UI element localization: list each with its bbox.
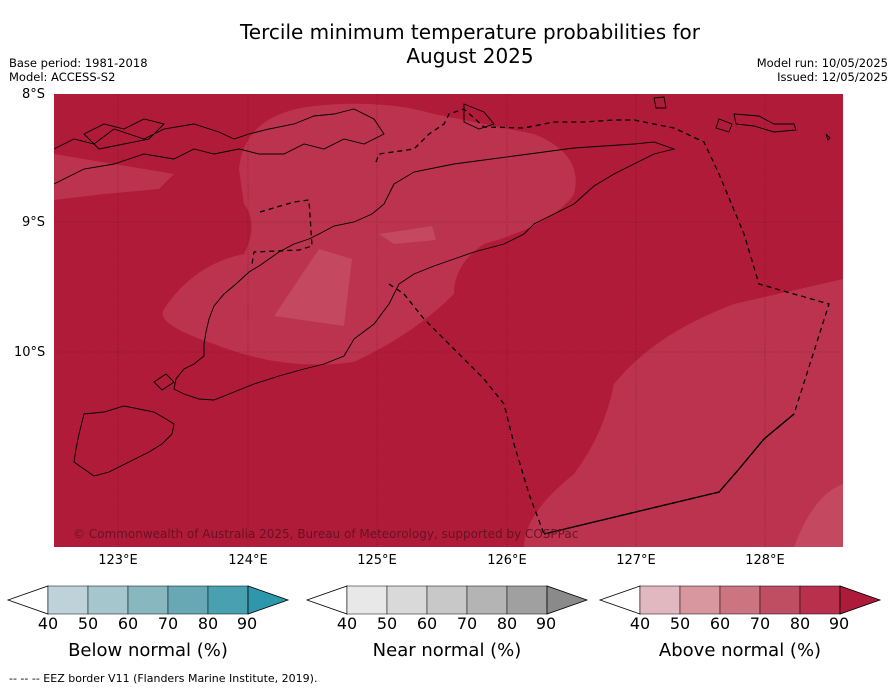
cb-near-tick: 60 bbox=[416, 614, 438, 633]
cb-below-tick: 60 bbox=[117, 614, 139, 633]
cb-below-segment bbox=[87, 585, 129, 615]
cb-near-segment bbox=[386, 585, 428, 615]
cb-near-tick: 80 bbox=[496, 614, 518, 633]
cb-above-tick: 80 bbox=[789, 614, 811, 633]
colorbar-below-title: Below normal (%) bbox=[68, 640, 228, 661]
meta-left: Base period: 1981-2018 Model: ACCESS-S2 bbox=[9, 56, 148, 84]
map-region-above-80-timor bbox=[162, 103, 576, 365]
cb-below-tick: 90 bbox=[236, 614, 258, 633]
cb-below-segment bbox=[47, 585, 89, 615]
cb-near-segment bbox=[506, 585, 548, 615]
lon-label-124e: 124°E bbox=[228, 553, 268, 568]
issued-date: Issued: 12/05/2025 bbox=[777, 70, 888, 84]
title-line-1: Tercile minimum temperature probabilitie… bbox=[239, 20, 701, 44]
probability-map bbox=[54, 94, 843, 547]
map-region-above-70-timor bbox=[274, 249, 352, 326]
cb-near-segment bbox=[426, 585, 468, 615]
colorbar-above-title: Above normal (%) bbox=[658, 640, 822, 661]
lon-label-127e: 127°E bbox=[616, 553, 656, 568]
cb-above-tick: 50 bbox=[669, 614, 691, 633]
cb-above-tick: 70 bbox=[749, 614, 771, 633]
lon-label-126e: 126°E bbox=[487, 553, 527, 568]
model-run: Model run: 10/05/2025 bbox=[756, 56, 888, 70]
cb-below-tick: 70 bbox=[157, 614, 179, 633]
map-region-above-70-small bbox=[379, 226, 436, 244]
cb-near-tick: 50 bbox=[376, 614, 398, 633]
map-region-above-80-southeast bbox=[524, 279, 843, 547]
colorbar-near-title: Near normal (%) bbox=[372, 640, 522, 661]
cb-near-segment bbox=[346, 585, 388, 615]
cb-above-segment bbox=[799, 585, 841, 615]
cb-below-tick: 40 bbox=[37, 614, 59, 633]
model-name: Model: ACCESS-S2 bbox=[9, 70, 116, 84]
cb-below-segment bbox=[167, 585, 209, 615]
base-period: Base period: 1981-2018 bbox=[9, 56, 148, 70]
lat-label-10s: 10°S bbox=[14, 345, 46, 360]
cb-near-tick: 90 bbox=[535, 614, 557, 633]
cb-near-tick: 40 bbox=[336, 614, 358, 633]
graticule bbox=[54, 94, 843, 547]
cb-near-segment bbox=[466, 585, 508, 615]
lon-label-128e: 128°E bbox=[745, 553, 785, 568]
title-line-2: August 2025 bbox=[406, 44, 534, 68]
cb-above-tick: 90 bbox=[828, 614, 850, 633]
copyright-notice: © Commonwealth of Australia 2025, Bureau… bbox=[73, 527, 579, 541]
eez-legend-footer: -- -- -- EEZ border V11 (Flanders Marine… bbox=[9, 672, 318, 685]
cb-above-segment bbox=[679, 585, 721, 615]
cb-below-tick: 50 bbox=[77, 614, 99, 633]
cb-above-tick: 40 bbox=[629, 614, 651, 633]
cb-below-segment bbox=[127, 585, 169, 615]
lat-label-9s: 9°S bbox=[22, 215, 46, 230]
cb-near-extend-high bbox=[546, 585, 589, 615]
colorbars-graphic bbox=[6, 585, 882, 615]
lat-label-8s: 8°S bbox=[22, 87, 46, 102]
cb-above-segment bbox=[639, 585, 681, 615]
cb-above-tick: 60 bbox=[709, 614, 731, 633]
chart-title: Tercile minimum temperature probabilitie… bbox=[0, 20, 896, 68]
cb-below-segment bbox=[207, 585, 249, 615]
cb-below-extend-low bbox=[6, 585, 49, 615]
cb-above-segment bbox=[759, 585, 801, 615]
cb-near-tick: 70 bbox=[456, 614, 478, 633]
cb-above-extend-high bbox=[839, 585, 882, 615]
eez-border bbox=[251, 108, 830, 535]
meta-right: Model run: 10/05/2025 Issued: 12/05/2025 bbox=[757, 56, 888, 84]
lon-label-125e: 125°E bbox=[357, 553, 397, 568]
cb-above-extend-low bbox=[598, 585, 641, 615]
cb-below-extend-high bbox=[247, 585, 290, 615]
lon-label-123e: 123°E bbox=[98, 553, 138, 568]
map-region-above-70-southeast bbox=[794, 484, 843, 547]
cb-above-segment bbox=[719, 585, 761, 615]
cb-near-extend-low bbox=[305, 585, 348, 615]
map-region-above-80-west bbox=[54, 154, 174, 200]
coastlines bbox=[54, 96, 831, 477]
colorbar-below-ticks: 40 50 60 70 80 90 40 50 60 70 80 90 40 5… bbox=[0, 614, 896, 634]
cb-below-tick: 80 bbox=[197, 614, 219, 633]
